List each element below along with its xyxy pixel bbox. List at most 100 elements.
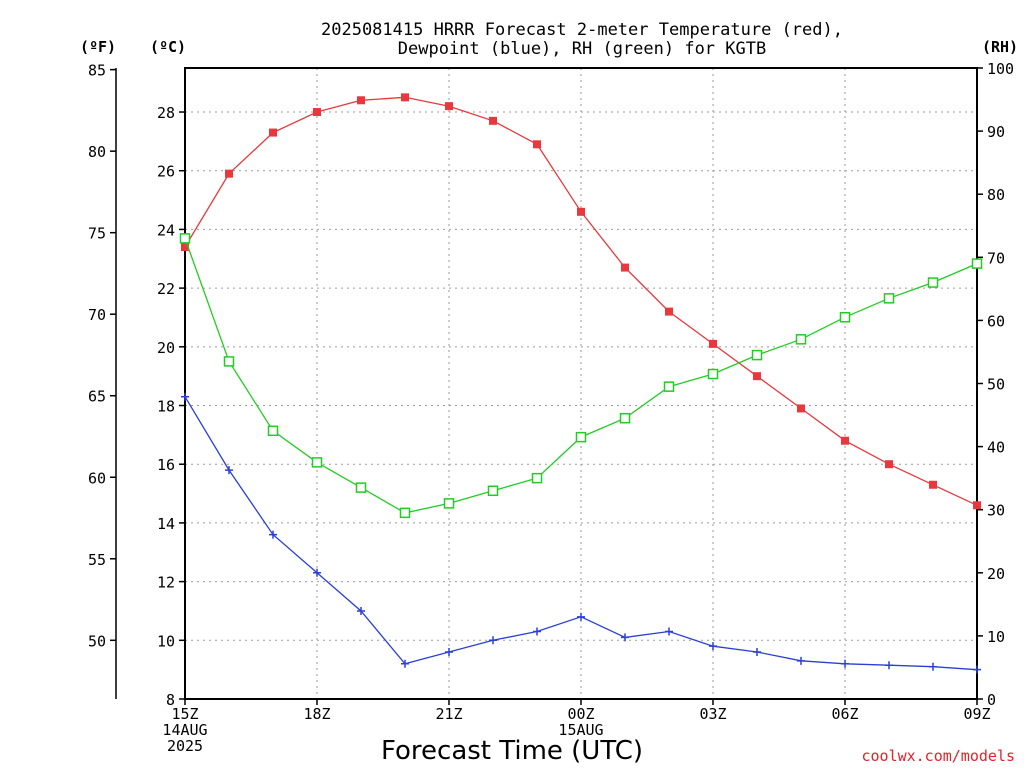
dewpoint-point xyxy=(269,530,277,539)
rh-point xyxy=(311,457,323,468)
rh-point xyxy=(399,507,411,519)
dewpoint-point xyxy=(577,612,585,621)
series-rh xyxy=(179,233,983,519)
dewpoint-point xyxy=(665,627,673,636)
rh-point xyxy=(619,412,631,424)
axes: 50 55 60 65 70 75 80 85 8 10 12 14 16 18 20 22 24 26 28 0 10… xyxy=(88,60,1014,755)
rh-point xyxy=(927,277,939,288)
rh-tick-label: 50 xyxy=(987,376,1005,394)
temperature-point xyxy=(665,307,673,316)
celsius-tick-label: 8 xyxy=(166,691,175,709)
dewpoint-point xyxy=(313,568,321,577)
fahrenheit-unit-label: (ºF) xyxy=(80,38,116,56)
rh-point xyxy=(223,356,235,367)
temperature-point xyxy=(709,339,717,348)
temperature-point xyxy=(929,480,937,489)
grid xyxy=(185,68,977,699)
rh-tick-label: 80 xyxy=(987,186,1005,204)
temperature-point xyxy=(445,102,453,111)
temperature-point xyxy=(533,140,541,149)
dewpoint-point xyxy=(885,661,893,670)
celsius-tick-label: 24 xyxy=(157,221,175,239)
chart-subtitle: Dewpoint (blue), RH (green) for KGTB xyxy=(398,39,766,59)
fahrenheit-tick-label: 60 xyxy=(88,469,106,487)
rh-point xyxy=(707,368,719,380)
rh-tick-label: 100 xyxy=(987,60,1014,78)
fahrenheit-tick-label: 85 xyxy=(88,62,106,80)
fahrenheit-tick-label: 50 xyxy=(88,632,106,650)
fahrenheit-tick-label: 80 xyxy=(88,143,106,161)
celsius-tick-label: 20 xyxy=(157,339,175,357)
rh-tick-label: 70 xyxy=(987,249,1005,267)
celsius-tick-label: 10 xyxy=(157,632,175,650)
rh-tick-label: 60 xyxy=(987,312,1005,330)
fahrenheit-tick-label: 70 xyxy=(88,306,106,324)
fahrenheit-tick-label: 55 xyxy=(88,551,106,569)
rh-point xyxy=(839,311,851,323)
dewpoint-point xyxy=(225,466,233,475)
x-axis-label: Forecast Time (UTC) xyxy=(381,736,643,766)
temperature-point xyxy=(973,501,981,510)
temperature-point xyxy=(225,169,233,178)
temperature-point xyxy=(313,108,321,117)
x-tick-label: 15AUG xyxy=(558,721,603,739)
series-layer xyxy=(179,93,983,674)
dewpoint-point xyxy=(929,662,937,671)
dewpoint-point xyxy=(973,665,981,674)
dewpoint-point xyxy=(357,606,365,615)
celsius-unit-label: (ºC) xyxy=(150,38,186,56)
dewpoint-point xyxy=(753,648,761,657)
temperature-point xyxy=(357,96,365,105)
x-tick-label: 21Z xyxy=(435,705,462,723)
x-tick-label: 18Z xyxy=(303,705,330,723)
rh-point xyxy=(751,349,763,361)
dewpoint-point xyxy=(445,648,453,657)
temperature-point xyxy=(269,128,277,137)
rh-point xyxy=(443,498,455,509)
rh-tick-label: 90 xyxy=(987,123,1005,141)
temperature-point xyxy=(621,263,629,272)
celsius-tick-label: 18 xyxy=(157,398,175,416)
dewpoint-point xyxy=(489,636,497,645)
rh-point xyxy=(531,472,543,484)
temperature-point xyxy=(841,436,849,445)
rh-point xyxy=(971,258,983,269)
temperature-point xyxy=(753,372,761,381)
dewpoint-point xyxy=(709,642,717,651)
rh-point xyxy=(487,485,499,497)
celsius-tick-label: 26 xyxy=(157,163,175,181)
rh-tick-label: 10 xyxy=(987,628,1005,646)
x-tick-label: 15Z xyxy=(171,705,198,723)
dewpoint-point xyxy=(797,656,805,665)
x-tick-label: 03Z xyxy=(699,705,726,723)
temperature-point xyxy=(797,404,805,413)
series-temperature xyxy=(181,93,981,510)
dewpoint-point xyxy=(401,659,409,668)
celsius-tick-label: 16 xyxy=(157,456,175,474)
rh-point xyxy=(179,233,191,244)
x-tick-label: 00Z xyxy=(567,705,594,723)
dewpoint-point xyxy=(841,659,849,668)
x-tick-label: 09Z xyxy=(963,705,990,723)
rh-tick-label: 0 xyxy=(987,691,996,709)
celsius-tick-label: 22 xyxy=(157,280,175,298)
dewpoint-point xyxy=(181,392,189,401)
temperature-point xyxy=(401,93,409,102)
rh-point xyxy=(355,482,367,493)
temperature-point xyxy=(489,116,497,125)
fahrenheit-tick-label: 75 xyxy=(88,225,106,243)
temperature-point xyxy=(181,243,189,252)
rh-tick-label: 30 xyxy=(987,502,1005,520)
rh-tick-label: 20 xyxy=(987,565,1005,583)
rh-point xyxy=(795,334,807,345)
rh-point xyxy=(575,431,587,443)
x-tick-label: 14AUG xyxy=(162,721,207,739)
rh-tick-label: 40 xyxy=(987,439,1005,457)
chart-title: 2025081415 HRRR Forecast 2-meter Tempera… xyxy=(321,20,843,40)
temperature-point xyxy=(577,207,585,216)
rh-unit-label: (RH) xyxy=(982,38,1018,56)
dewpoint-point xyxy=(533,627,541,636)
plot-frame xyxy=(184,67,978,700)
x-tick-label: 06Z xyxy=(831,705,858,723)
